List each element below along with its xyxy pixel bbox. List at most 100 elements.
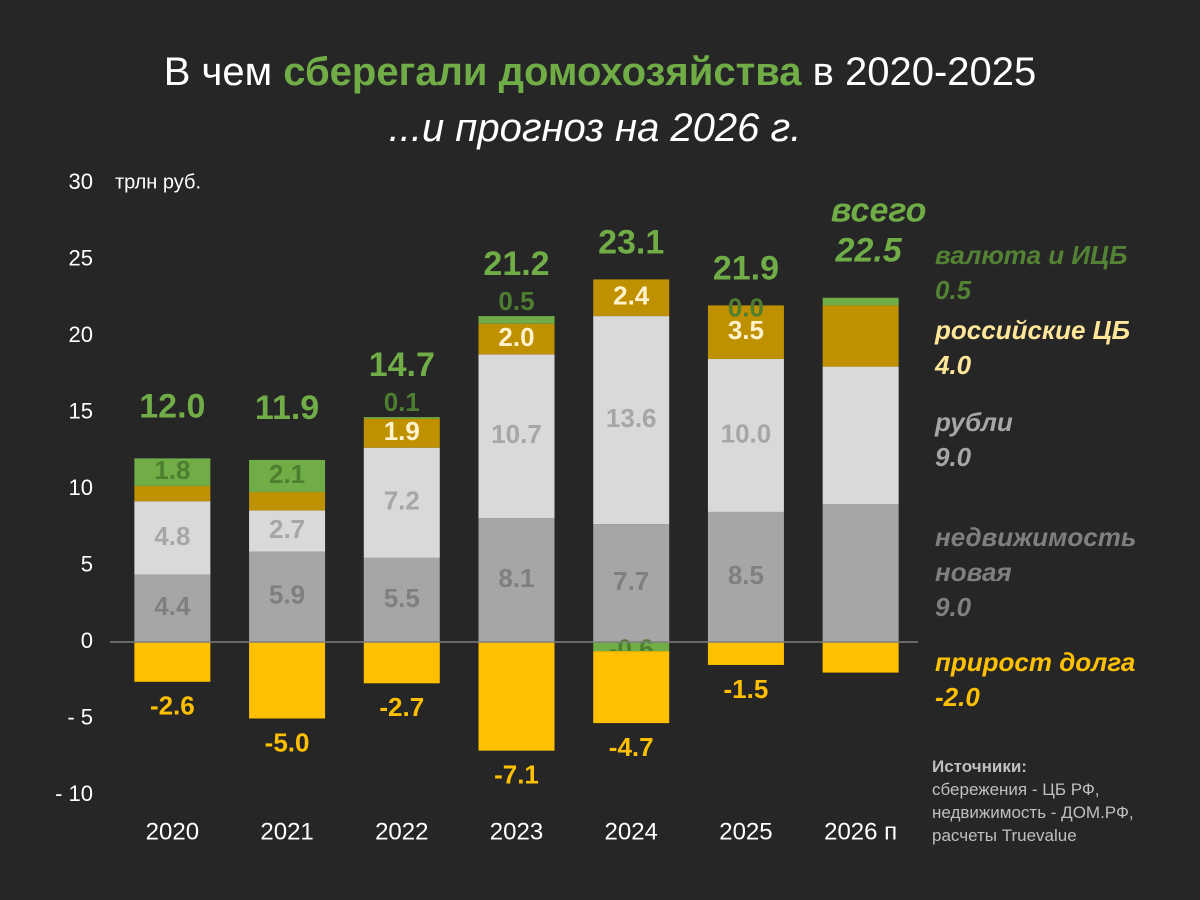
sources-line: недвижимость - ДОМ.РФ,: [932, 803, 1134, 822]
legend-value: 9.0: [935, 592, 972, 622]
bar-segment: [363, 557, 440, 642]
legend-name: недвижимость новая: [935, 522, 1137, 587]
title-part: в 2020-2025: [812, 50, 1037, 94]
bar-segment: [249, 510, 326, 552]
bar-segment: [478, 316, 555, 324]
data-label: -2.6: [150, 691, 195, 721]
bar-segment: [363, 417, 440, 419]
legend-entry: валюта и ИЦБ 0.5: [935, 238, 1175, 308]
total-label: 21.9: [713, 249, 779, 287]
total-prefix: всего: [831, 192, 927, 230]
legend-value: 4.0: [935, 350, 972, 380]
axis-unit: трлн руб.: [115, 171, 201, 193]
bar-segment: [707, 305, 784, 359]
data-label: 1.9: [384, 416, 420, 446]
bar-segment: [593, 642, 670, 652]
legend-name: валюта и ИЦБ: [935, 240, 1128, 270]
chart-title: В чем сберегали домохозяйства в 2020-202…: [0, 50, 1200, 95]
data-label: -4.7: [609, 732, 654, 762]
bar-segment: [134, 501, 211, 575]
y-tick-label: 5: [81, 551, 93, 576]
sources-title: Источники:: [932, 757, 1027, 776]
bar-segment: [822, 305, 899, 367]
legend-entry: рубли 9.0: [935, 405, 1175, 475]
legend-name: прирост долга: [935, 647, 1136, 677]
data-label: 0.1: [384, 387, 420, 417]
title-part: сберегали домохозяйства: [283, 50, 802, 94]
total-label: 22.5: [835, 232, 903, 270]
legend-entry: прирост долга -2.0: [935, 645, 1175, 715]
bar-segment: [134, 485, 211, 502]
y-tick-label: 0: [81, 628, 93, 653]
data-label: 8.1: [498, 563, 534, 593]
bar-segment: [707, 642, 784, 665]
x-tick-label: 2020: [146, 818, 199, 845]
data-label: 10.0: [721, 418, 772, 448]
y-tick-label: 10: [69, 475, 93, 500]
total-label: 12.0: [139, 387, 205, 425]
sources-line: расчеты Truevalue: [932, 826, 1077, 845]
bar-segment: [134, 458, 211, 486]
data-label: 2.7: [269, 514, 305, 544]
bar-segment: [478, 642, 555, 751]
data-label: -5.0: [265, 727, 310, 757]
data-label: 4.8: [154, 521, 190, 551]
bar-segment: [822, 297, 899, 306]
data-label: 7.7: [613, 566, 649, 596]
bar-segment: [363, 418, 440, 448]
data-label: 0.0: [728, 292, 764, 322]
y-tick-label: 15: [69, 398, 93, 423]
bar-segment: [593, 524, 670, 642]
legend-entry: российские ЦБ 4.0: [935, 313, 1175, 383]
bar-segment: [249, 551, 326, 642]
bar-segment: [707, 511, 784, 642]
data-label: -1.5: [724, 674, 769, 704]
bar-segment: [593, 279, 670, 317]
total-label: 21.2: [483, 245, 549, 283]
data-label: -7.1: [494, 760, 539, 790]
bar-segment: [707, 358, 784, 512]
bar-segment: [478, 518, 555, 642]
bar-segment: [822, 366, 899, 505]
sources-line: сбережения - ЦБ РФ,: [932, 780, 1100, 799]
data-label: 8.5: [728, 560, 764, 590]
chart-subtitle: ...и прогноз на 2026 г.: [388, 106, 802, 150]
bar-segment: [822, 504, 899, 642]
x-tick-label: 2021: [260, 818, 313, 845]
x-tick-label: 2026 п: [824, 818, 897, 845]
bar-segment: [363, 642, 440, 684]
data-label: 13.6: [606, 403, 657, 433]
bar-segment: [478, 323, 555, 355]
y-tick-label: 30: [69, 169, 93, 194]
title-part: В чем: [163, 50, 273, 94]
bar-segment: [363, 447, 440, 558]
bar-segment: [134, 574, 211, 642]
bar-segment: [593, 316, 670, 525]
x-tick-label: 2023: [490, 818, 543, 845]
bar-segment: [478, 354, 555, 519]
data-label: 10.7: [491, 419, 542, 449]
bar-segment: [249, 642, 326, 719]
legend-value: -2.0: [935, 682, 980, 712]
x-tick-label: 2025: [719, 818, 772, 845]
data-label: 5.5: [384, 583, 420, 613]
legend-name: российские ЦБ: [935, 315, 1131, 345]
total-label: 11.9: [255, 389, 319, 427]
legend-name: рубли: [935, 407, 1013, 437]
x-tick-label: 2022: [375, 818, 428, 845]
data-label: 7.2: [384, 486, 420, 516]
bar-segment: [249, 459, 326, 493]
bar-segment: [822, 642, 899, 673]
legend-entry: недвижимость новая 9.0: [935, 520, 1175, 625]
y-tick-label: 20: [69, 322, 93, 347]
bar-segment: [593, 651, 670, 724]
data-label: 0.5: [498, 286, 534, 316]
y-tick-label: - 5: [67, 704, 93, 729]
data-label: 2.1: [269, 459, 305, 489]
data-label: -2.7: [379, 692, 424, 722]
data-label: 5.9: [269, 580, 305, 610]
x-tick-label: 2024: [605, 818, 658, 845]
data-label: 2.4: [613, 281, 650, 311]
